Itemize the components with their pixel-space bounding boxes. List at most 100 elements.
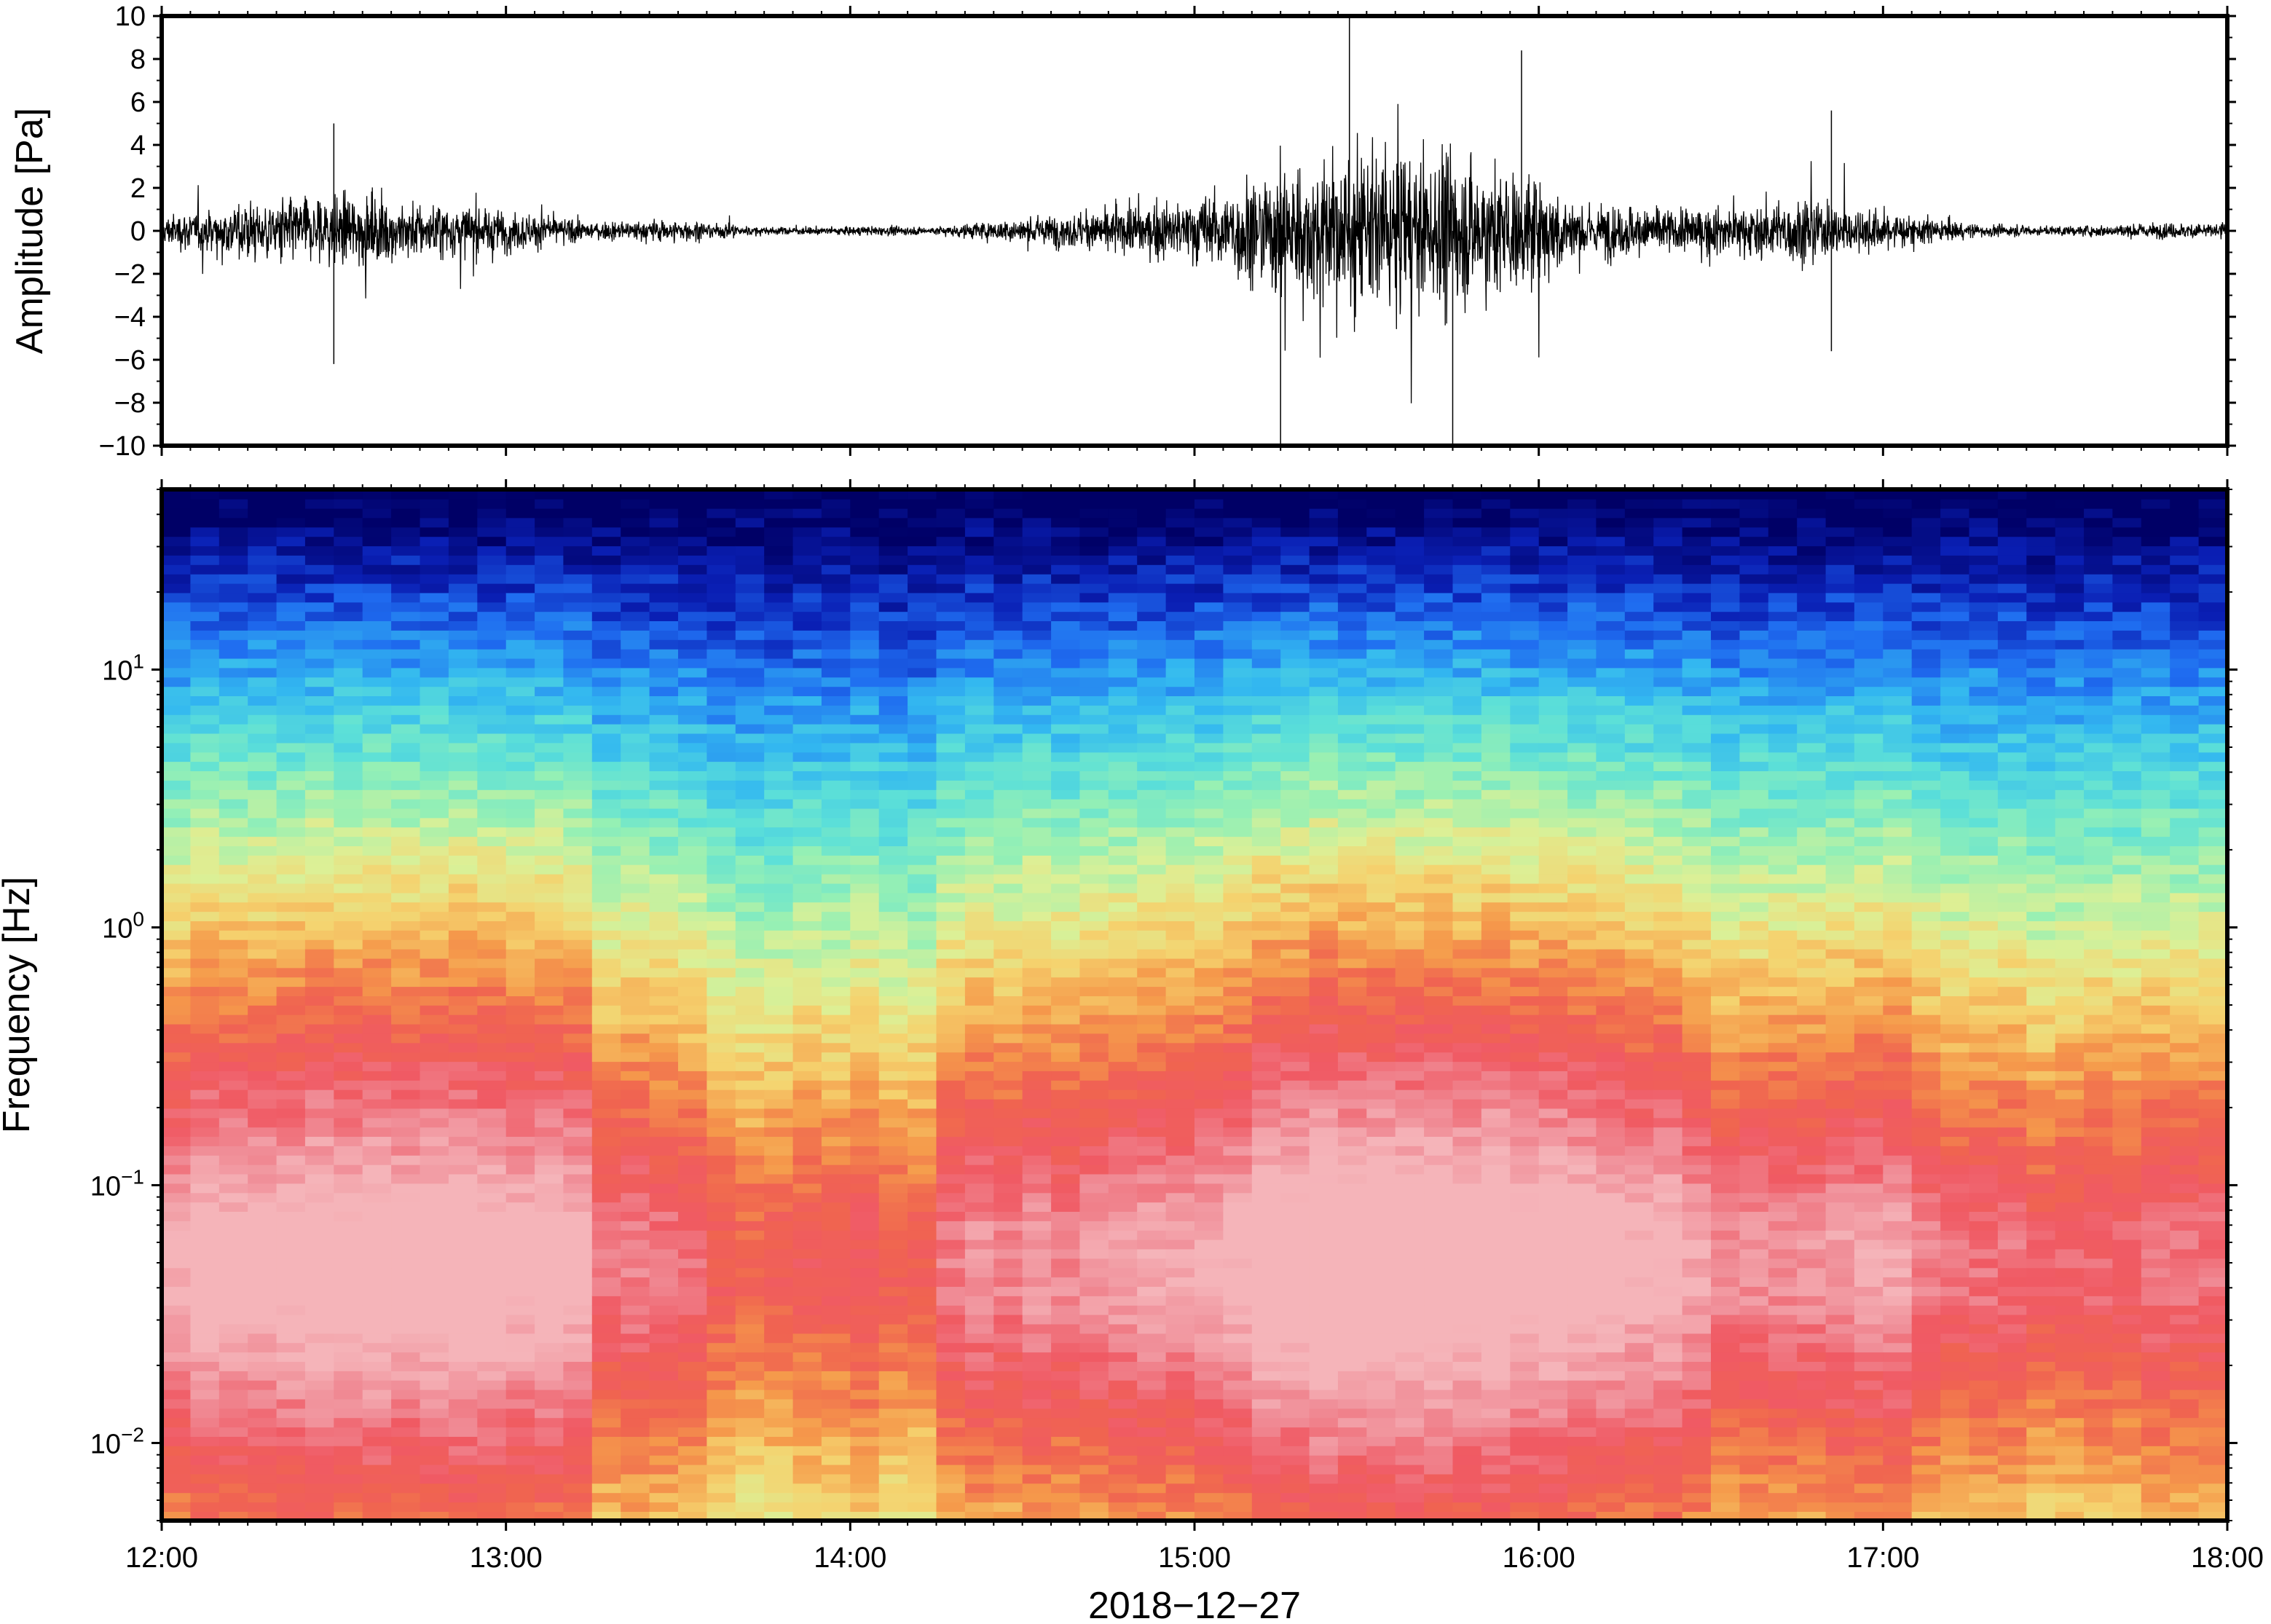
spectrogram-cell [1251,1314,1281,1325]
spectrogram-cell [964,1117,995,1128]
spectrogram-cell [1366,808,1396,819]
spectrogram-cell [1366,611,1396,621]
spectrogram-cell [1194,808,1224,819]
spectrogram-cell [764,1464,794,1475]
spectrogram-cell [1137,1192,1167,1203]
spectrogram-cell [993,1089,1023,1100]
spectrogram-cell [391,977,421,988]
spectrogram-cell [821,1136,851,1146]
spectrogram-cell [1280,902,1310,912]
spectrogram-cell [792,1146,822,1156]
spectrogram-cell [1395,1286,1425,1296]
spectrogram-cell [535,1033,564,1044]
spectrogram-cell [1051,564,1081,575]
spectrogram-cell [850,817,880,828]
spectrogram-cell [878,1202,908,1212]
spectrogram-cell [878,986,908,996]
spectrogram-cell [190,555,220,565]
spectrogram-cell [505,639,535,650]
spectrogram-cell [936,620,966,631]
spectrogram-cell [707,883,736,894]
spectrogram-cell [162,1071,192,1081]
spectrogram-cell [448,742,479,753]
spectrogram-cell [1251,1071,1281,1081]
spectrogram-cell [190,583,220,594]
spectrogram-cell [1108,1323,1138,1334]
spectrogram-cell [678,592,708,603]
spectrogram-cell [821,1164,851,1175]
spectrogram-cell [535,1417,564,1428]
spectrogram-cell [878,1014,908,1025]
spectrogram-cell [1137,714,1167,725]
spectrogram-cell [563,508,593,519]
spectrogram-cell [850,939,880,950]
spectrogram-cell [993,1342,1023,1353]
spectrogram-cell [735,752,765,762]
spectrogram-cell [792,573,822,584]
spectrogram-cell [591,1427,621,1437]
spectrogram-cell [190,630,220,640]
spectrogram-cell [964,677,995,687]
spectrogram-cell [850,930,880,940]
spectrogram-cell [1395,1155,1425,1165]
spectrogram-cell [304,986,335,996]
spectrogram-cell [621,873,650,884]
spectrogram-cell [1022,1052,1052,1063]
spectrogram-cell [535,1408,564,1419]
spectrogram-cell [276,780,306,790]
spectrogram-cell [1309,1379,1339,1390]
spectrogram-cell [276,892,306,903]
spectrogram-cell [1223,639,1253,650]
spectrogram-cell [591,705,621,715]
spectrogram-cell [362,1483,392,1494]
spectrogram-cell [219,517,248,528]
spectrogram-cell [707,1239,736,1250]
spectrogram-cell [764,1314,794,1325]
spectrogram-cell [1137,1136,1167,1146]
spectrogram-cell [248,1146,278,1156]
spectrogram-cell [1022,1183,1052,1194]
spectrogram-cell [678,948,708,959]
spectrogram-cell [190,592,220,603]
spectrogram-cell [391,667,421,678]
spectrogram-cell [591,1202,621,1212]
spectrogram-cell [1137,1023,1167,1034]
spectrogram-cell [1280,714,1310,725]
spectrogram-cell [362,1304,392,1315]
spectrogram-cell [391,1436,421,1446]
spectrogram-cell [219,742,248,753]
spectrogram-cell [420,1267,449,1278]
spectrogram-cell [448,1042,479,1053]
spectrogram-cell [1022,583,1052,594]
spectrogram-cell [591,573,621,584]
spectrogram-cell [1223,611,1253,621]
spectrogram-cell [850,1248,880,1259]
spectrogram-cell [190,1379,220,1390]
spectrogram-cell [276,1005,306,1015]
spectrogram-cell [1137,658,1167,669]
spectrogram-cell [1079,677,1109,687]
spectrogram-cell [334,1267,363,1278]
spectrogram-cell [1366,1136,1396,1146]
spectrogram-cell [505,573,535,584]
spectrogram-cell [1108,573,1138,584]
spectrogram-cell [1137,1277,1167,1287]
spectrogram-cell [792,1464,822,1475]
spectrogram-cell [1194,827,1224,837]
spectrogram-cell [1223,1304,1253,1315]
spectrogram-cell [248,498,278,509]
spectrogram-cell [420,658,449,669]
spectrogram-cell [735,667,765,678]
spectrogram-cell [1337,602,1368,612]
spectrogram-cell [535,667,564,678]
spectrogram-cell [1108,967,1138,978]
spectrogram-cell [908,948,937,959]
spectrogram-cell [735,1286,765,1296]
spectrogram-cell [1165,1061,1195,1071]
spectrogram-cell [505,1389,535,1400]
spectrogram-cell [792,996,822,1006]
spectrogram-cell [1251,1061,1281,1071]
spectrogram-cell [735,958,765,969]
spectrogram-cell [621,1502,650,1512]
spectrogram-cell [219,1014,248,1025]
